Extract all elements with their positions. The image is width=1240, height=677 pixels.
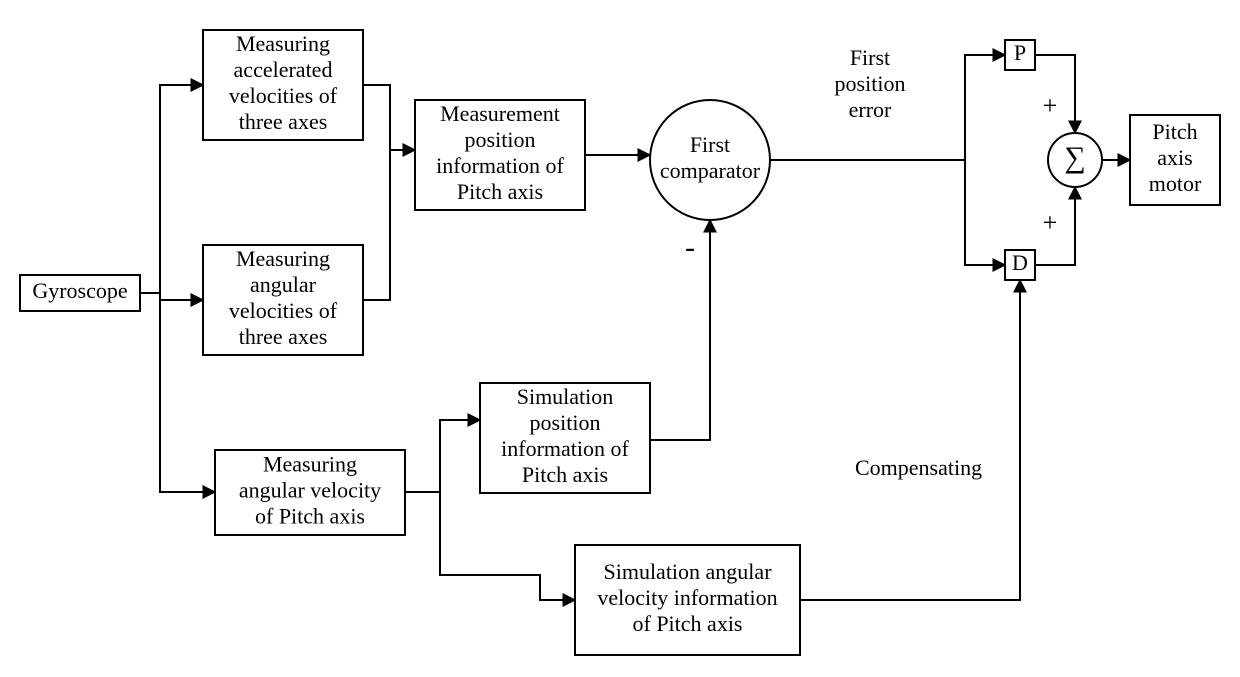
node-sigma-label: ∑ [1064,141,1085,174]
node-motor-label: Pitch [1152,119,1197,144]
node-measPos-label: information of [436,153,564,178]
node-gyro: Gyroscope [20,275,140,311]
node-ang3: Measuringangularvelocities ofthree axes [203,245,363,355]
node-plusBot-label: + [1043,208,1058,237]
node-ang3-label: angular [250,272,317,297]
node-ang3-label: velocities of [229,298,338,323]
node-ang3-label: three axes [239,324,328,349]
node-P: P [1005,40,1035,70]
node-plusTop: + [1043,91,1058,120]
node-errLabel-label: position [835,71,906,96]
node-accel3-label: Measuring [236,31,330,56]
node-plusBot: + [1043,208,1058,237]
node-compensating: Compensating [855,455,982,480]
flowchart-diagram: GyroscopeMeasuringacceleratedvelocities … [0,0,1240,677]
node-accel3-label: accelerated [234,57,333,82]
node-motor-label: axis [1157,145,1192,170]
node-comp-label: First [690,132,730,157]
node-minus: - [685,231,695,264]
node-errLabel-label: First [850,45,890,70]
node-angPitch-label: angular velocity [239,478,381,503]
node-accel3-label: three axes [239,109,328,134]
node-angPitch-label: Measuring [263,452,357,477]
node-comp: Firstcomparator [650,100,770,220]
node-simAng-label: velocity information [597,585,777,610]
node-motor: Pitchaxismotor [1130,115,1220,205]
node-gyro-label: Gyroscope [32,278,127,303]
node-comp-label: comparator [660,158,761,183]
node-angPitch-label: of Pitch axis [255,504,365,529]
nodes-layer: GyroscopeMeasuringacceleratedvelocities … [20,30,1220,655]
node-D-label: D [1012,250,1028,275]
node-measPos: Measurementpositioninformation ofPitch a… [415,100,585,210]
node-errLabel-label: error [849,97,892,122]
node-motor-label: motor [1149,171,1202,196]
node-measPos-label: Measurement [440,101,560,126]
node-simAng: Simulation angularvelocity informationof… [575,545,800,655]
node-plusTop-label: + [1043,91,1058,120]
node-simPos-label: information of [501,436,629,461]
node-sigma: ∑ [1048,133,1102,187]
node-accel3-label: velocities of [229,83,338,108]
node-P-label: P [1014,40,1026,65]
node-D: D [1005,250,1035,280]
node-simAng-label: of Pitch axis [633,611,743,636]
node-ang3-label: Measuring [236,246,330,271]
node-measPos-label: Pitch axis [457,179,543,204]
node-simPos-label: Pitch axis [522,462,608,487]
node-measPos-label: position [465,127,536,152]
node-simAng-label: Simulation angular [603,559,772,584]
node-simPos-label: position [530,410,601,435]
node-simPos-label: Simulation [517,384,614,409]
node-angPitch: Measuringangular velocityof Pitch axis [215,450,405,535]
node-minus-label: - [685,231,695,264]
node-accel3: Measuringacceleratedvelocities ofthree a… [203,30,363,140]
node-compensating-label: Compensating [855,455,982,480]
node-errLabel: Firstpositionerror [835,45,906,122]
node-simPos: Simulationpositioninformation ofPitch ax… [480,383,650,493]
